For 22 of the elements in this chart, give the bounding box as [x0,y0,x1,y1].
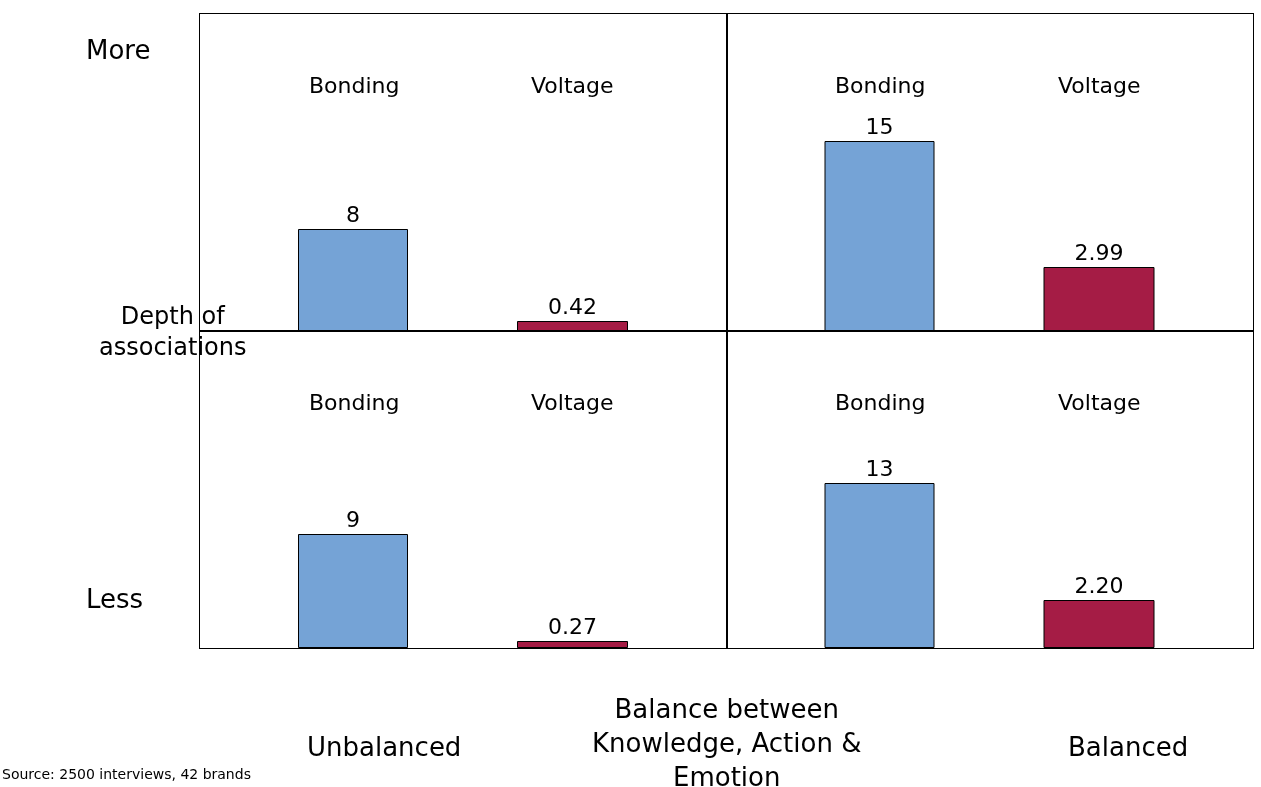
x-tick-label: Voltage [531,73,614,98]
x-tick-label: Voltage [1058,73,1141,98]
x-tick-label: Bonding [309,73,400,98]
data-label: 15 [865,113,894,139]
x-tick-label: Bonding [835,73,926,98]
data-label: 0.42 [548,293,597,319]
text: Balanced [1068,732,1189,762]
data-label: 2.20 [1074,572,1124,598]
text: More [86,35,151,65]
x-tick-label: Voltage [1058,390,1141,415]
data-label: 13 [865,455,894,481]
data-label: 8 [346,201,360,227]
source-note: Source: 2500 interviews, 42 brands [2,766,251,782]
text: Less [86,584,144,614]
x-tick-label: Bonding [835,390,926,415]
x-tick-label: Bonding [309,390,400,415]
data-label: 2.99 [1074,239,1124,265]
x-tick-label: Voltage [531,390,614,415]
x-axis-title: Balance between Knowledge, Action & Emotion [592,694,862,787]
data-label: 0.27 [548,613,597,639]
text: Unbalanced [307,732,462,762]
data-label: 9 [346,506,360,532]
